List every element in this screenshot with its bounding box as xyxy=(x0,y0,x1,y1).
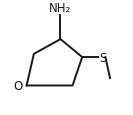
Text: S: S xyxy=(99,51,107,64)
Text: NH₂: NH₂ xyxy=(49,2,72,15)
Text: O: O xyxy=(14,79,23,92)
